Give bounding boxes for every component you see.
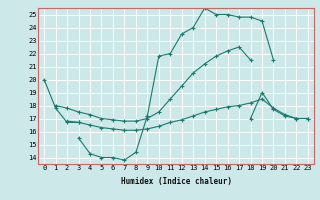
X-axis label: Humidex (Indice chaleur): Humidex (Indice chaleur) — [121, 177, 231, 186]
